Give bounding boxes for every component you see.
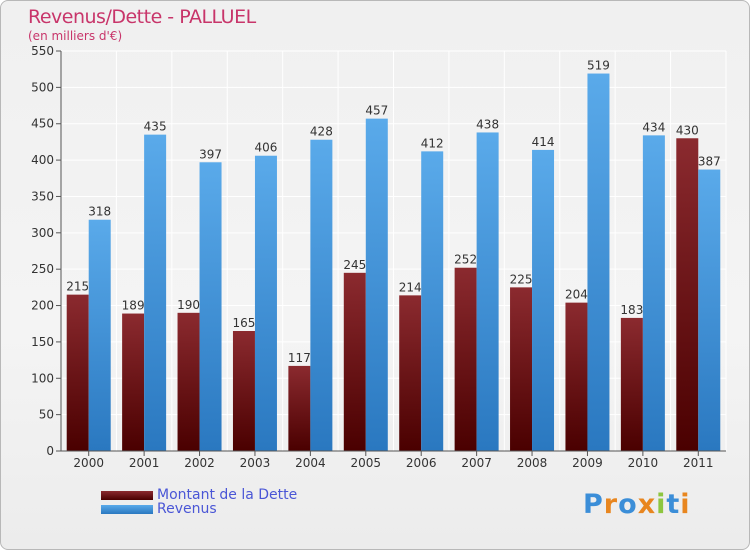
data-label-revenue: 434 xyxy=(642,120,665,134)
data-label-revenue: 406 xyxy=(255,141,278,155)
bar-revenue xyxy=(88,219,111,451)
bar-debt xyxy=(510,287,533,451)
legend-label-revenue: Revenus xyxy=(157,501,217,517)
data-label-debt: 204 xyxy=(565,288,588,302)
y-tick-label: 250 xyxy=(31,262,54,276)
data-label-debt: 225 xyxy=(510,272,533,286)
data-label-debt: 165 xyxy=(233,316,256,330)
x-tick-label: 2006 xyxy=(406,456,437,470)
x-tick-label: 2000 xyxy=(73,456,104,470)
y-tick-label: 50 xyxy=(39,408,54,422)
logo-letter: x xyxy=(637,489,657,520)
data-label-debt: 252 xyxy=(454,253,477,267)
data-label-revenue: 457 xyxy=(365,104,388,118)
legend-swatch-revenue xyxy=(101,504,153,514)
y-tick-label: 350 xyxy=(31,189,54,203)
legend-swatch-debt xyxy=(101,490,153,500)
data-label-debt: 190 xyxy=(177,298,200,312)
data-label-revenue: 412 xyxy=(421,136,444,150)
x-tick-label: 2011 xyxy=(683,456,714,470)
data-label-debt: 214 xyxy=(399,280,422,294)
logo-letter: i xyxy=(680,489,691,520)
bar-debt xyxy=(343,272,366,451)
bar-debt xyxy=(177,312,200,451)
chart-subtitle: (en milliers d'€) xyxy=(28,29,123,43)
data-label-debt: 117 xyxy=(288,351,311,365)
data-label-revenue: 428 xyxy=(310,125,333,139)
bar-debt xyxy=(288,365,311,451)
logo-letter: t xyxy=(666,489,681,520)
x-tick-label: 2003 xyxy=(240,456,271,470)
bar-revenue xyxy=(421,151,444,451)
y-tick-label: 0 xyxy=(46,444,54,458)
bar-revenue xyxy=(254,155,277,451)
bar-revenue xyxy=(532,149,555,451)
data-label-debt: 245 xyxy=(343,258,366,272)
logo-letter: o xyxy=(618,489,638,520)
x-tick-label: 2005 xyxy=(351,456,382,470)
data-label-revenue: 318 xyxy=(88,205,111,219)
data-label-debt: 215 xyxy=(66,280,89,294)
legend-item-debt: Montant de la Dette xyxy=(101,487,297,503)
y-tick-label: 500 xyxy=(31,80,54,94)
y-tick-label: 200 xyxy=(31,299,54,313)
axes: 0 50 100 150 200 250 300 350 400 450 500 550 2000 200… xyxy=(31,44,726,470)
legend-item-revenue: Revenus xyxy=(101,501,217,517)
bar-revenue xyxy=(365,118,388,452)
data-label-debt: 430 xyxy=(676,123,699,137)
x-tick-label: 2007 xyxy=(461,456,492,470)
bar-debt xyxy=(122,313,145,451)
bar-debt xyxy=(232,331,255,451)
data-label-revenue: 387 xyxy=(698,155,721,169)
data-label-debt: 183 xyxy=(620,303,643,317)
bar-debt xyxy=(399,295,422,451)
x-tick-label: 2001 xyxy=(129,456,160,470)
proxiti-logo: Proxiti xyxy=(583,489,691,520)
x-tick-label: 2004 xyxy=(295,456,326,470)
bar-debt xyxy=(676,138,699,452)
bar-debt xyxy=(565,302,588,451)
x-tick-label: 2010 xyxy=(628,456,659,470)
x-tick-label: 2009 xyxy=(572,456,603,470)
bar-revenue xyxy=(698,169,721,451)
data-label-revenue: 438 xyxy=(476,117,499,131)
y-tick-label: 150 xyxy=(31,335,54,349)
y-tick-label: 400 xyxy=(31,153,54,167)
y-tick-label: 450 xyxy=(31,117,54,131)
x-tick-label: 2002 xyxy=(184,456,215,470)
data-label-revenue: 435 xyxy=(144,120,167,134)
y-tick-label: 300 xyxy=(31,226,54,240)
chart-title: Revenus/Dette - PALLUEL xyxy=(28,6,256,28)
bar-debt xyxy=(620,317,643,451)
data-label-revenue: 414 xyxy=(532,135,555,149)
data-label-revenue: 397 xyxy=(199,147,222,161)
bar-revenue xyxy=(642,135,665,451)
bars xyxy=(66,73,721,452)
logo-letter: i xyxy=(656,489,667,520)
y-tick-label: 550 xyxy=(31,44,54,58)
logo-letter: P xyxy=(583,489,604,520)
bar-revenue xyxy=(476,132,499,452)
bar-revenue xyxy=(199,162,222,452)
bar-revenue xyxy=(144,134,167,452)
data-label-debt: 189 xyxy=(122,299,145,313)
bar-revenue xyxy=(587,73,610,451)
y-tick-label: 100 xyxy=(31,371,54,385)
value-labels: 215 318 189 435 190 397 165 406 117 428 245 457 214 4… xyxy=(66,59,720,365)
data-label-revenue: 519 xyxy=(587,59,610,73)
grid-lines xyxy=(60,50,727,452)
logo-letter: r xyxy=(603,489,619,520)
bar-debt xyxy=(66,294,89,451)
x-tick-label: 2008 xyxy=(517,456,548,470)
bar-revenue xyxy=(310,139,333,451)
legend-label-debt: Montant de la Dette xyxy=(157,487,298,503)
bar-debt xyxy=(454,267,477,451)
